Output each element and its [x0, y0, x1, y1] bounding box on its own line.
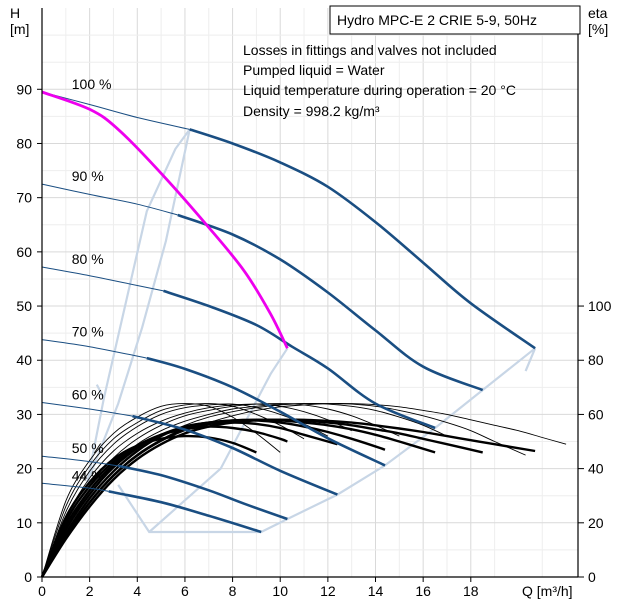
limit-line: [86, 129, 191, 483]
y-right-tick-label: 40: [588, 461, 604, 477]
tick-labels: 0 2 4 6 8 10 12 14 16 18 0 10 20 30 40 50 60 70 80 90 0 20 40 6…: [16, 81, 611, 599]
x-tick-label: 6: [181, 583, 189, 599]
head-curve-thick: [146, 356, 386, 467]
axes: [37, 8, 584, 582]
x-tick-label: 18: [463, 583, 479, 599]
y-left-tick-label: 0: [24, 569, 32, 585]
y-right-tick-label: 60: [588, 406, 604, 422]
title-box: [329, 5, 581, 35]
x-tick-label: 10: [272, 583, 288, 599]
head-curve-thin: [41, 402, 133, 417]
head-curve-thin: [41, 91, 190, 130]
y-left-label-unit: [m]: [10, 21, 29, 37]
head-curve-thick: [117, 464, 288, 521]
y-right-tick-label: 80: [588, 352, 604, 368]
head-curve-thin: [41, 266, 164, 292]
y-left-tick-label: 60: [16, 244, 32, 260]
eta-curve-thin: [41, 403, 329, 578]
y-left-tick-label: 80: [16, 135, 32, 151]
limit-line: [86, 128, 191, 483]
x-tick-label: 12: [320, 583, 336, 599]
speed-label: 100 %: [72, 76, 112, 92]
head-curve-thick: [132, 414, 338, 496]
head-curve-thick: [177, 213, 484, 392]
speed-label: 90 %: [72, 168, 104, 184]
head-curve-thin: [41, 482, 109, 492]
y-left-tick-label: 10: [16, 515, 32, 531]
chart-title: Hydro MPC-E 2 CRIE 5-9, 50Hz: [337, 12, 537, 28]
x-tick-label: 14: [368, 583, 384, 599]
y-left-tick-label: 40: [16, 352, 32, 368]
speed-label: 50 %: [72, 440, 104, 456]
y-right-label-symbol: eta: [588, 5, 608, 21]
efficiency-curves: [40, 403, 567, 578]
x-axis-label: Q [m³/h]: [522, 583, 573, 599]
note-density: Density = 998.2 kg/m³: [243, 103, 380, 119]
y-right-tick-label: 20: [588, 515, 604, 531]
speed-labels: 100 % 90 % 80 % 70 % 60 % 50 % 44 %: [72, 76, 112, 483]
eta-curve-thick: [40, 421, 338, 578]
note-fittings: Losses in fittings and valves not includ…: [243, 42, 497, 58]
x-tick-label: 16: [415, 583, 431, 599]
note-temperature: Liquid temperature during operation = 20…: [243, 82, 516, 98]
eta-curve-thin: [41, 403, 352, 578]
operating-limit-lines: [86, 128, 537, 534]
head-curve-thick: [189, 128, 536, 350]
x-tick-label: 4: [133, 583, 141, 599]
x-tick-label: 2: [86, 583, 94, 599]
speed-label: 60 %: [72, 387, 104, 403]
operating-point-curve: [41, 90, 289, 349]
note-liquid: Pumped liquid = Water: [243, 62, 385, 78]
y-right-tick-label: 0: [588, 569, 596, 585]
eta-curve-thin: [41, 403, 305, 578]
head-curve-thin: [41, 183, 178, 216]
head-curve-thick: [108, 490, 262, 534]
y-left-tick-label: 50: [16, 298, 32, 314]
y-left-label-symbol: H: [10, 5, 20, 21]
speed-label: 80 %: [72, 251, 104, 267]
x-tick-label: 0: [38, 583, 46, 599]
x-tick-label: 8: [229, 583, 237, 599]
limit-line: [117, 347, 537, 534]
head-curve-thick: [163, 289, 436, 430]
speed-label: 44 %: [72, 467, 104, 483]
operating-curve: [41, 90, 289, 349]
y-left-tick-label: 20: [16, 461, 32, 477]
y-right-tick-label: 100: [588, 298, 612, 314]
eta-curve-thick: [40, 418, 536, 578]
head-curve-thin: [41, 339, 147, 359]
y-left-tick-label: 90: [16, 81, 32, 97]
limit-line: [95, 384, 105, 399]
speed-label: 70 %: [72, 324, 104, 340]
head-curves: [41, 91, 536, 534]
y-right-label-unit: [%]: [588, 21, 608, 37]
y-left-tick-label: 70: [16, 190, 32, 206]
y-left-tick-label: 30: [16, 406, 32, 422]
grid-lines: [41, 8, 578, 578]
head-curve-thin: [41, 455, 119, 467]
